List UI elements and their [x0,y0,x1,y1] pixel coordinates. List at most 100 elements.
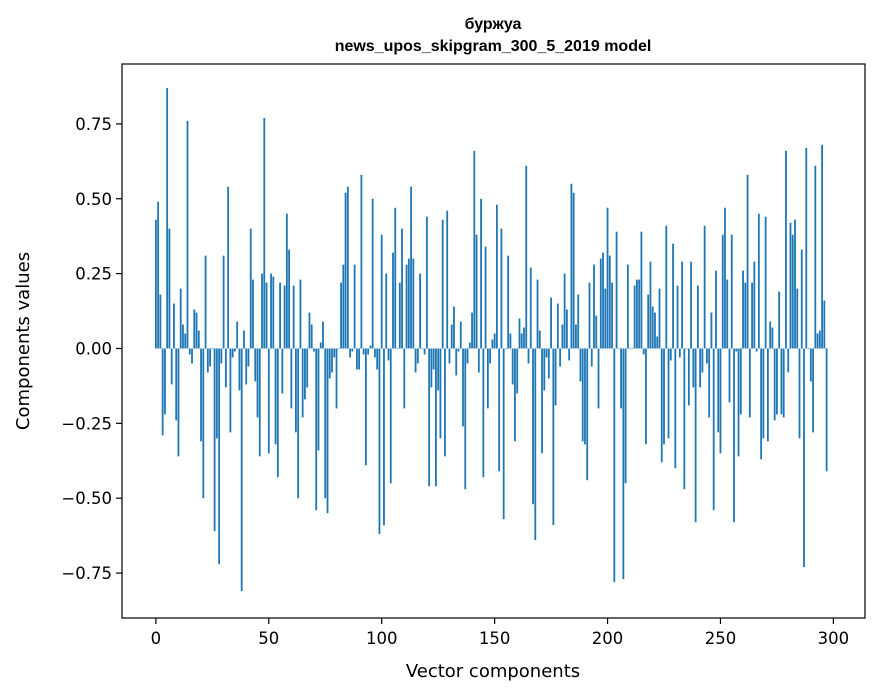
bar-79 [333,348,336,358]
bar-132 [453,306,455,349]
bar-234 [683,348,686,490]
bar-201 [608,255,611,349]
bar-13 [184,333,187,349]
bar-101 [383,348,385,526]
bar-144 [480,198,482,349]
bar-206 [620,348,622,409]
bar-12 [182,324,184,349]
bar-261 [744,282,747,349]
bar-78 [331,348,333,373]
bar-230 [674,348,677,469]
bar-162 [520,333,523,349]
bar-91 [360,174,363,349]
bar-48 [263,117,266,349]
bar-120 [425,216,428,349]
bar-142 [475,234,478,349]
bar-49 [265,282,268,349]
x-tick-label: 200 [592,629,624,648]
bar-170 [538,330,541,349]
bar-267 [757,213,760,349]
bar-137 [464,348,467,490]
bar-208 [624,348,627,484]
bar-251 [721,234,724,349]
bar-283 [794,219,796,349]
bar-127 [441,219,444,349]
x-axis: 0 50 100 150 200 250 300 [151,618,850,648]
bar-175 [550,297,552,349]
bar-213 [636,279,638,349]
bar-239 [694,348,697,523]
bar-185 [572,192,575,349]
bars-group [154,87,828,592]
bar-28 [218,348,221,565]
bar-118 [421,348,424,350]
bar-247 [712,348,715,511]
bar-294 [818,330,821,349]
bar-90 [358,348,361,370]
bar-7 [170,348,173,385]
bar-83 [342,264,345,349]
bar-286 [800,249,803,349]
bar-131 [450,324,453,349]
bar-129 [446,210,449,349]
bar-246 [710,312,713,349]
bar-222 [656,336,659,349]
bar-16 [191,348,193,364]
x-tick-label: 100 [366,629,398,648]
bar-147 [486,348,489,409]
bar-217 [645,348,647,445]
y-tick-label: −0.50 [61,489,112,508]
bar-42 [249,228,252,349]
bar-110 [403,348,406,409]
bar-68 [308,312,311,349]
bar-130 [448,348,451,364]
bar-80 [335,348,338,409]
bar-117 [419,273,422,349]
bar-198 [602,252,604,349]
bar-278 [782,348,785,418]
bar-63 [297,348,300,499]
bar-65 [301,348,304,418]
bar-27 [215,348,218,439]
bar-199 [604,288,607,349]
bar-60 [290,348,293,409]
bar-135 [459,321,462,349]
bar-160 [516,348,519,394]
bar-288 [805,147,808,349]
bar-240 [696,285,699,349]
bar-157 [509,333,512,349]
bar-187 [577,294,580,349]
bar-196 [597,348,600,409]
bar-81 [337,348,340,350]
bar-197 [599,258,602,349]
bar-290 [809,348,812,382]
bar-285 [798,348,801,439]
bar-150 [493,333,496,349]
bar-263 [748,348,751,418]
bar-3 [161,348,164,436]
x-tick-label: 300 [818,629,850,648]
bar-39 [243,330,245,349]
bar-275 [776,348,778,415]
bar-88 [353,264,356,349]
bar-156 [507,255,510,349]
bar-40 [245,348,248,385]
bar-36 [236,321,239,349]
bar-74 [322,321,324,349]
bar-115 [414,348,417,373]
bar-34 [231,348,234,358]
y-tick-label: 0.25 [75,265,112,284]
bar-107 [396,348,399,350]
bar-176 [552,348,555,526]
bar-266 [755,348,758,352]
bar-112 [407,258,410,349]
bar-264 [751,282,753,349]
bar-258 [737,348,740,457]
bar-100 [380,234,383,349]
bar-53 [274,348,277,445]
bar-270 [764,216,767,349]
bar-188 [579,348,582,382]
bar-124 [435,348,437,487]
chart-subtitle: news_upos_skipgram_300_5_2019 model [335,38,652,55]
bar-250 [719,348,722,454]
